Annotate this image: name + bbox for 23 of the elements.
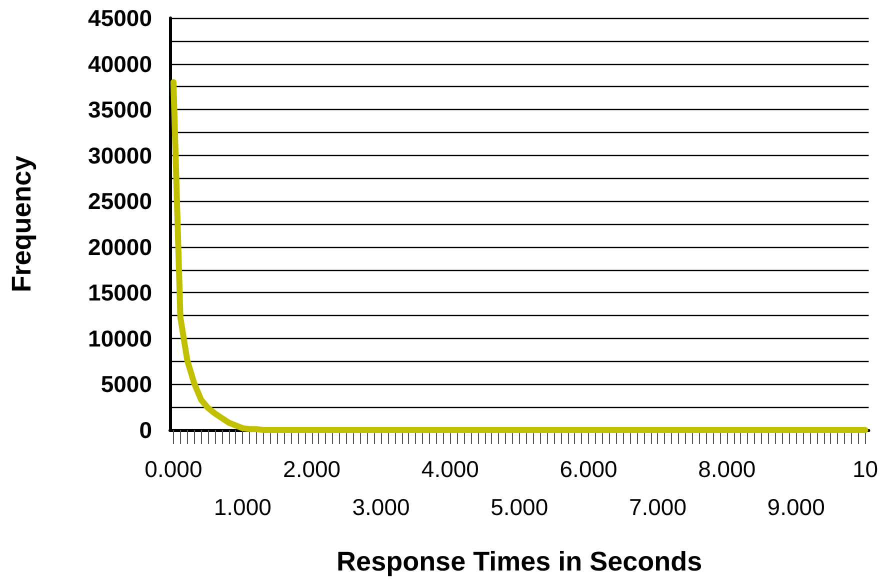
x-tick-label: 0.000 (144, 456, 202, 482)
y-tick-label: 30000 (88, 142, 152, 168)
x-tick-label: 4.000 (421, 456, 479, 482)
x-tick-label: 10 (852, 456, 878, 482)
y-tick-label: 25000 (88, 188, 152, 214)
y-tick-label: 10000 (88, 325, 152, 352)
y-tick-label: 20000 (88, 234, 152, 260)
x-tick-label: 5.000 (490, 494, 548, 520)
y-tick-label: 5000 (100, 371, 152, 398)
x-tick-label: 7.000 (628, 494, 687, 520)
y-axis-title: Frequency (6, 156, 36, 292)
y-tick-label: 40000 (88, 50, 152, 77)
x-tick-label: 1.000 (214, 494, 272, 520)
y-tick-label: 0 (139, 417, 152, 443)
y-tick-label: 15000 (88, 280, 152, 306)
y-tick-label: 35000 (88, 96, 152, 123)
x-axis-title: Response Times in Seconds (336, 546, 702, 576)
x-tick-label: 2.000 (283, 456, 341, 482)
y-tick-label: 45000 (88, 5, 152, 31)
x-tick-label: 9.000 (767, 494, 825, 520)
x-tick-label: 8.000 (698, 456, 756, 482)
x-tick-label: 6.000 (560, 456, 618, 482)
x-tick-label: 3.000 (352, 494, 410, 520)
